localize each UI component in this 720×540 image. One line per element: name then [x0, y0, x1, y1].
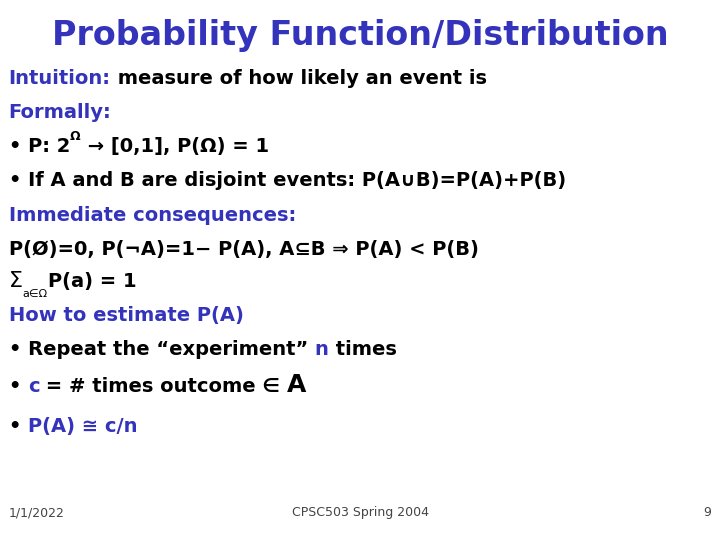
Text: Ω: Ω — [70, 130, 81, 144]
Text: → [0,1], P(Ω) = 1: → [0,1], P(Ω) = 1 — [81, 137, 269, 156]
Text: = # times outcome ∈: = # times outcome ∈ — [40, 376, 287, 395]
Text: Σ: Σ — [9, 271, 22, 291]
Text: P(a) = 1: P(a) = 1 — [48, 272, 136, 291]
Text: 9: 9 — [703, 507, 711, 519]
Text: Formally:: Formally: — [9, 103, 112, 122]
Text: times: times — [328, 340, 397, 359]
Text: measure of how likely an event is: measure of how likely an event is — [111, 69, 487, 87]
Text: c: c — [28, 376, 40, 395]
Text: n: n — [315, 340, 328, 359]
Text: P(A) ≅ c/n: P(A) ≅ c/n — [28, 417, 138, 436]
Text: How to estimate P(A): How to estimate P(A) — [9, 306, 243, 325]
Text: A: A — [287, 373, 307, 396]
Text: •: • — [9, 376, 28, 395]
Text: CPSC503 Spring 2004: CPSC503 Spring 2004 — [292, 507, 428, 519]
Text: P(Ø)=0, P(¬A)=1− P(A), A⊆B ⇒ P(A) < P(B): P(Ø)=0, P(¬A)=1− P(A), A⊆B ⇒ P(A) < P(B) — [9, 240, 479, 259]
Text: Intuition:: Intuition: — [9, 69, 111, 87]
Text: Probability Function/Distribution: Probability Function/Distribution — [52, 18, 668, 52]
Text: Immediate consequences:: Immediate consequences: — [9, 206, 296, 225]
Text: •: • — [9, 417, 28, 436]
Text: • Repeat the “experiment”: • Repeat the “experiment” — [9, 340, 315, 359]
Text: • If A and B are disjoint events: P(A∪B)=P(A)+P(B): • If A and B are disjoint events: P(A∪B)… — [9, 171, 566, 190]
Text: • P: 2: • P: 2 — [9, 137, 70, 156]
Text: 1/1/2022: 1/1/2022 — [9, 507, 65, 519]
Text: a∈Ω: a∈Ω — [22, 289, 48, 299]
